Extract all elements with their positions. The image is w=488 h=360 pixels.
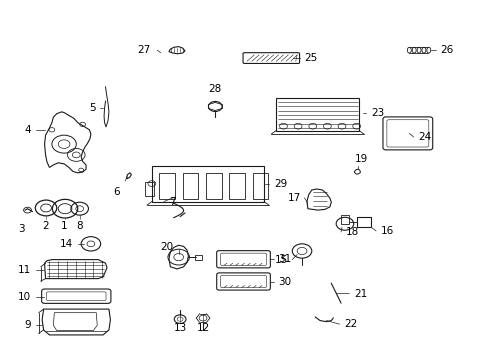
- Text: 25: 25: [304, 53, 317, 63]
- Text: 2: 2: [42, 221, 49, 231]
- Bar: [182, 173, 198, 199]
- Bar: [276, 98, 358, 131]
- Bar: [229, 173, 244, 199]
- Text: 5: 5: [89, 103, 96, 113]
- Text: 8: 8: [76, 221, 83, 231]
- Bar: [356, 217, 370, 227]
- Text: 16: 16: [380, 226, 393, 236]
- Bar: [159, 173, 174, 199]
- Bar: [144, 182, 154, 196]
- Text: 19: 19: [354, 154, 367, 164]
- Text: 27: 27: [137, 45, 151, 55]
- Text: 30: 30: [278, 277, 291, 287]
- Text: 6: 6: [113, 187, 120, 197]
- Text: 12: 12: [196, 323, 209, 333]
- Text: 11: 11: [18, 265, 31, 275]
- Bar: [152, 166, 264, 202]
- Text: 4: 4: [24, 125, 31, 135]
- Bar: [194, 255, 202, 260]
- Text: 13: 13: [173, 323, 186, 333]
- Text: 10: 10: [18, 292, 31, 302]
- Text: 22: 22: [344, 319, 357, 329]
- Bar: [252, 173, 268, 199]
- Bar: [205, 173, 221, 199]
- Text: 29: 29: [273, 179, 286, 189]
- Text: 23: 23: [370, 108, 384, 118]
- Text: 1: 1: [61, 221, 67, 231]
- Text: 15: 15: [275, 255, 288, 265]
- Text: 3: 3: [18, 224, 24, 234]
- Text: 18: 18: [345, 227, 359, 237]
- Text: 14: 14: [60, 239, 73, 249]
- Text: 21: 21: [353, 289, 366, 299]
- Text: 26: 26: [440, 45, 453, 55]
- Text: 9: 9: [24, 320, 31, 330]
- Bar: [340, 215, 348, 224]
- Text: 20: 20: [160, 242, 173, 252]
- Text: 28: 28: [208, 84, 222, 94]
- Text: 7: 7: [168, 197, 175, 207]
- Text: 24: 24: [418, 132, 431, 142]
- Text: 17: 17: [287, 193, 300, 203]
- Text: 31: 31: [278, 254, 291, 264]
